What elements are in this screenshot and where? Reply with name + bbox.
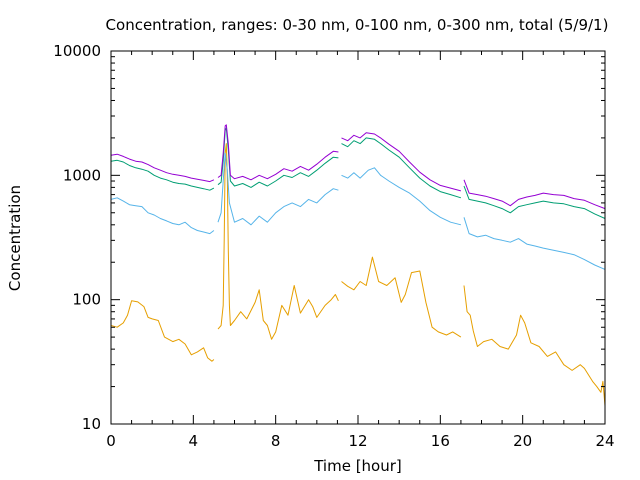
y-tick-label: 10000 <box>53 42 101 60</box>
series-line-2 <box>341 167 462 226</box>
series-line-4 <box>110 153 215 183</box>
x-axis: 0 4 8 12 16 20 24 <box>106 51 615 450</box>
series-line-1 <box>110 300 215 362</box>
x-tick-label: 24 <box>595 432 614 450</box>
series-line-4 <box>463 179 606 210</box>
x-tick-label: 12 <box>348 432 367 450</box>
series-line-1 <box>217 143 339 340</box>
y-tick-label: 100 <box>72 291 101 309</box>
chart-title: Concentration, ranges: 0-30 nm, 0-100 nm… <box>106 16 609 34</box>
series-line-2 <box>463 217 606 270</box>
series-line-1 <box>463 285 606 406</box>
series-line-2 <box>217 152 339 226</box>
x-tick-label: 0 <box>106 432 116 450</box>
y-axis: 10 100 1000 10000 <box>53 42 605 433</box>
x-tick-label: 4 <box>189 432 199 450</box>
series-layer <box>110 124 606 406</box>
series-line-4 <box>217 124 339 181</box>
series-line-1 <box>341 256 462 338</box>
series-line-3 <box>463 185 606 219</box>
x-tick-label: 16 <box>431 432 450 450</box>
x-axis-label: Time [hour] <box>313 457 402 475</box>
series-line-3 <box>341 137 462 199</box>
x-tick-label: 8 <box>271 432 281 450</box>
series-line-3 <box>217 127 339 188</box>
y-axis-label: Concentration <box>6 185 24 291</box>
x-tick-label: 20 <box>513 432 532 450</box>
series-line-2 <box>110 197 215 235</box>
y-tick-label: 1000 <box>63 166 101 184</box>
series-line-4 <box>341 132 462 192</box>
series-line-3 <box>110 159 215 191</box>
y-tick-label: 10 <box>82 415 101 433</box>
